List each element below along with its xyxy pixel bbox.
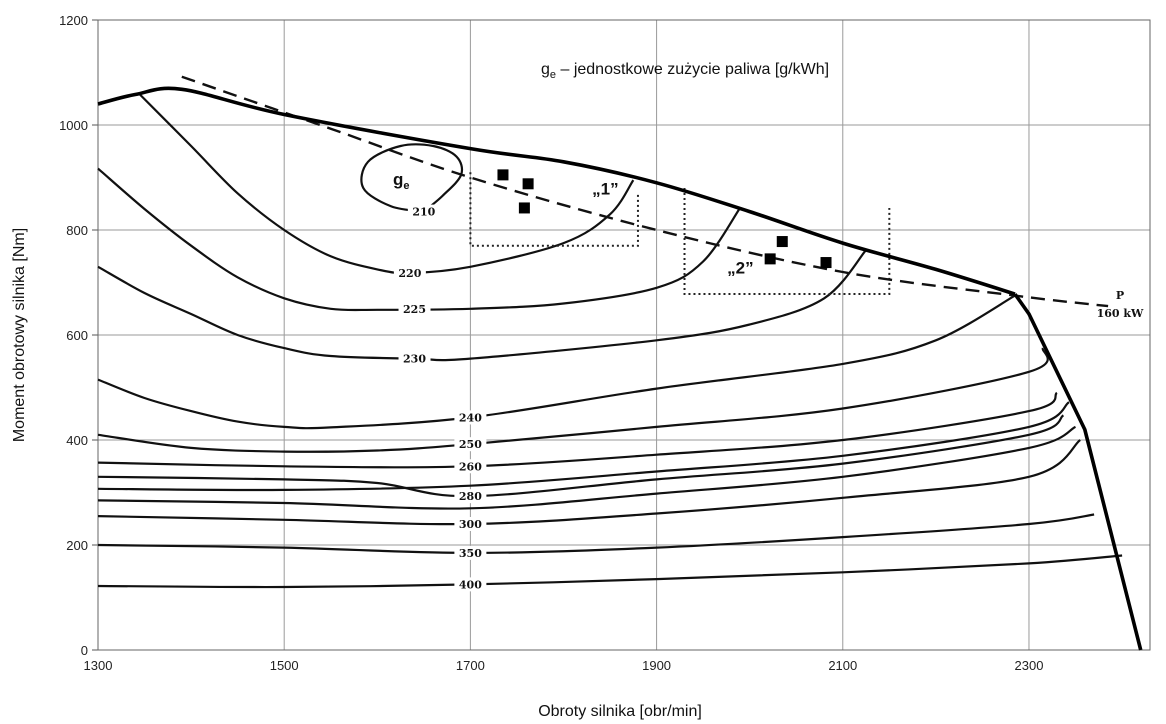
grid [92, 19, 1151, 651]
isoline-label-bg-260 [454, 459, 487, 474]
isoline-label-bg-350 [454, 545, 487, 560]
isoline-label-300: 300 [459, 518, 482, 531]
isoline-label-280: 280 [459, 490, 482, 503]
region-label-1: „1” [592, 179, 618, 198]
isoline-260 [97, 391, 1058, 469]
isoline-label-220: 220 [398, 267, 421, 280]
isoline-350 [97, 513, 1095, 555]
ge-label-subscript: e [403, 180, 409, 192]
y-tick-label-600: 600 [66, 328, 88, 343]
x-tick-label-1900: 1900 [642, 658, 671, 673]
isoline-label-250: 250 [459, 438, 482, 451]
y-tick-label-1200: 1200 [59, 13, 88, 28]
ge-label: ge [393, 170, 410, 192]
data-point-1 [497, 169, 509, 181]
data-point-4 [776, 236, 788, 248]
data-point-5 [764, 253, 776, 265]
x-tick-label-2300: 2300 [1015, 658, 1044, 673]
legend-subscript: e [550, 69, 556, 81]
isoline-label-bg-250 [454, 437, 487, 452]
y-tick-label-200: 200 [66, 538, 88, 553]
isoline-400 [97, 554, 1123, 589]
plot-frame [97, 19, 1151, 651]
isoline-250 [97, 347, 1049, 453]
data-points [497, 169, 832, 269]
isoline-label-bg-280 [454, 489, 487, 504]
isoline-label-400: 400 [459, 578, 482, 591]
isoline-label-bg-300 [454, 517, 487, 531]
isoline-210 [360, 143, 464, 213]
governor-curve [1013, 293, 1143, 651]
y-tick-label-800: 800 [66, 223, 88, 238]
x-tick-label-1500: 1500 [270, 658, 299, 673]
legend-annotation: ge – jednostkowe zużycie paliwa [g/kWh] [541, 61, 829, 81]
operating-regions: „1” „2” [469, 172, 891, 296]
y-tick-label-1000: 1000 [59, 118, 88, 133]
power-value: 160 kW [1097, 307, 1144, 320]
full-load-curve [97, 86, 1016, 296]
y-tick-label-0: 0 [81, 643, 88, 658]
x-tick-label-2100: 2100 [828, 658, 857, 673]
isoline-unlabeled-8 [97, 401, 1070, 492]
isoline-240 [97, 294, 1016, 430]
isoline-label-bg-230 [398, 351, 431, 366]
legend-text: jednostkowe zużycie paliwa [g/kWh] [573, 61, 829, 78]
legend-dash: – [556, 61, 574, 78]
isoline-label-bg-210 [407, 204, 440, 219]
isoline-label-350: 350 [459, 547, 482, 560]
isoline-225 [97, 167, 742, 312]
isoline-label-bg-225 [398, 301, 431, 316]
isoline-280 [97, 414, 1065, 498]
legend-symbol: g [541, 61, 550, 78]
region-box-1 [469, 172, 639, 247]
data-point-3 [518, 202, 530, 214]
isoline-220 [139, 93, 635, 275]
x-tick-label-1700: 1700 [456, 658, 485, 673]
curves [97, 75, 1143, 651]
isoline-label-240: 240 [459, 411, 482, 424]
power-label: P [1116, 289, 1124, 302]
isoline-300 [97, 439, 1081, 526]
isoline-label-260: 260 [459, 460, 482, 473]
data-point-6 [820, 257, 832, 269]
isoline-label-230: 230 [403, 353, 426, 366]
x-tick-label-1300: 1300 [84, 658, 113, 673]
tick-labels: 1300 1500 1700 1900 2100 2300 0 200 400 600 800 100… [59, 13, 1043, 673]
region-label-2: „2” [727, 259, 753, 278]
isoline-unlabeled-9 [97, 425, 1077, 510]
y-tick-label-400: 400 [66, 433, 88, 448]
isoline-label-210: 210 [412, 206, 435, 219]
y-axis-label: Moment obrotowy silnika [Nm] [11, 228, 28, 442]
x-axis-label: Obroty silnika [obr/min] [538, 703, 702, 720]
isoline-label-225: 225 [403, 303, 426, 316]
power-160kw-curve [181, 75, 1109, 308]
ge-label-symbol: g [393, 170, 403, 189]
isoline-label-bg-220 [393, 266, 426, 281]
isoline-label-bg-240 [454, 410, 487, 425]
data-point-2 [522, 178, 534, 190]
isolines: 210 220 225 230 240 250 260 280 300 350 400 [97, 93, 1123, 592]
isoline-label-bg-400 [454, 577, 487, 592]
